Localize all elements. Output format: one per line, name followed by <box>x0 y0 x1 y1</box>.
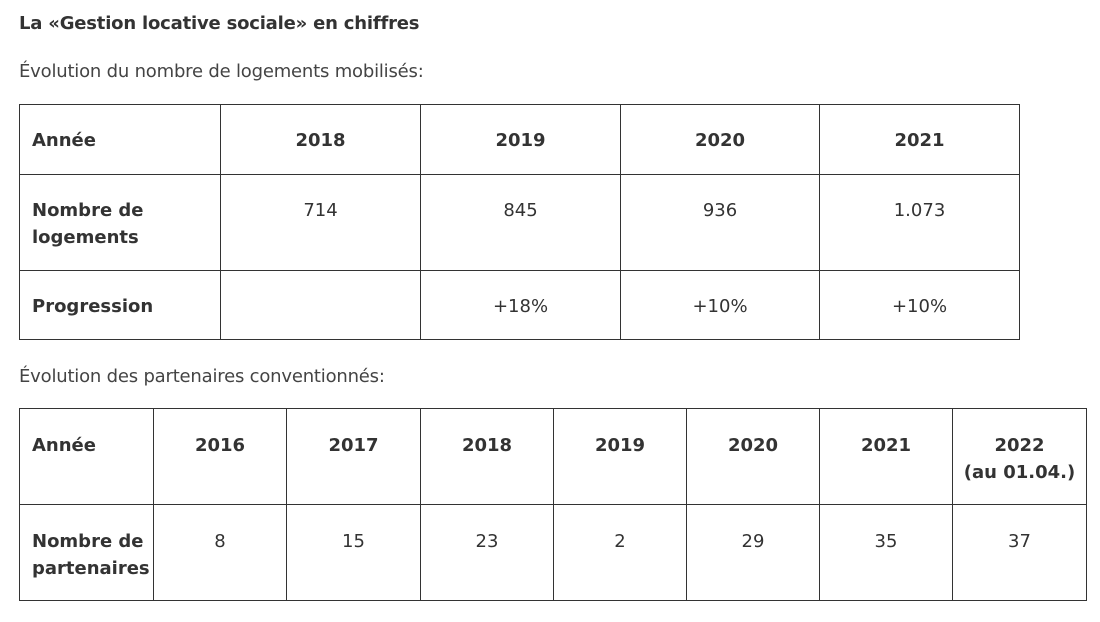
table-cell: 2 <box>553 504 687 601</box>
table-cell: 23 <box>420 504 554 601</box>
table-cell: 37 <box>952 504 1087 601</box>
housing-table: Année 2018 2019 2020 2021 Nombre de loge… <box>19 104 1020 340</box>
table-cell: 714 <box>220 174 421 271</box>
table-cell: +10% <box>819 270 1020 340</box>
header-cell-year: 2017 <box>286 408 421 505</box>
table-header-row: Année 2016 2017 2018 2019 2020 2021 2022… <box>19 408 1087 505</box>
table-cell: 845 <box>420 174 621 271</box>
row-label-line: logements <box>32 227 139 248</box>
table-cell <box>220 270 421 340</box>
page-title: La «Gestion locative sociale» en chiffre… <box>19 13 420 34</box>
header-year-label: 2022 <box>994 435 1045 456</box>
header-cell-year: 2018 <box>220 104 421 175</box>
table-cell: 29 <box>686 504 820 601</box>
header-cell-annee: Année <box>19 104 221 175</box>
table-cell: 15 <box>286 504 421 601</box>
row-label-partenaires: Nombre de partenaires <box>19 504 154 601</box>
header-cell-year: 2018 <box>420 408 554 505</box>
table-row-partenaires: Nombre de partenaires 8 15 23 2 29 35 37 <box>19 504 1087 601</box>
header-cell-annee: Année <box>19 408 154 505</box>
header-cell-year: 2016 <box>153 408 287 505</box>
table-cell: 35 <box>819 504 953 601</box>
header-cell-year: 2020 <box>686 408 820 505</box>
table-cell: 936 <box>620 174 820 271</box>
header-cell-year: 2021 <box>819 408 953 505</box>
table-cell: 1.073 <box>819 174 1020 271</box>
header-cell-year: 2019 <box>553 408 687 505</box>
header-cell-year: 2019 <box>420 104 621 175</box>
header-cell-year-2022: 2022 (au 01.04.) <box>952 408 1087 505</box>
housing-table-caption: Évolution du nombre de logements mobilis… <box>19 61 424 82</box>
partners-table-caption: Évolution des partenaires conventionnés: <box>19 366 385 387</box>
row-label-line: partenaires <box>32 558 150 579</box>
header-date-note: (au 01.04.) <box>963 462 1076 483</box>
row-label-logements: Nombre de logements <box>19 174 221 271</box>
table-header-row: Année 2018 2019 2020 2021 <box>19 104 1020 175</box>
table-row-logements: Nombre de logements 714 845 936 1.073 <box>19 174 1020 271</box>
header-cell-year: 2021 <box>819 104 1020 175</box>
partners-table: Année 2016 2017 2018 2019 2020 2021 2022… <box>19 408 1087 601</box>
table-cell: +10% <box>620 270 820 340</box>
table-row-progression: Progression +18% +10% +10% <box>19 270 1020 340</box>
row-label-progression: Progression <box>19 270 221 340</box>
table-cell: 8 <box>153 504 287 601</box>
row-label-line: Nombre de <box>32 200 144 221</box>
header-cell-year: 2020 <box>620 104 820 175</box>
row-label-line: Nombre de <box>32 531 144 552</box>
table-cell: +18% <box>420 270 621 340</box>
